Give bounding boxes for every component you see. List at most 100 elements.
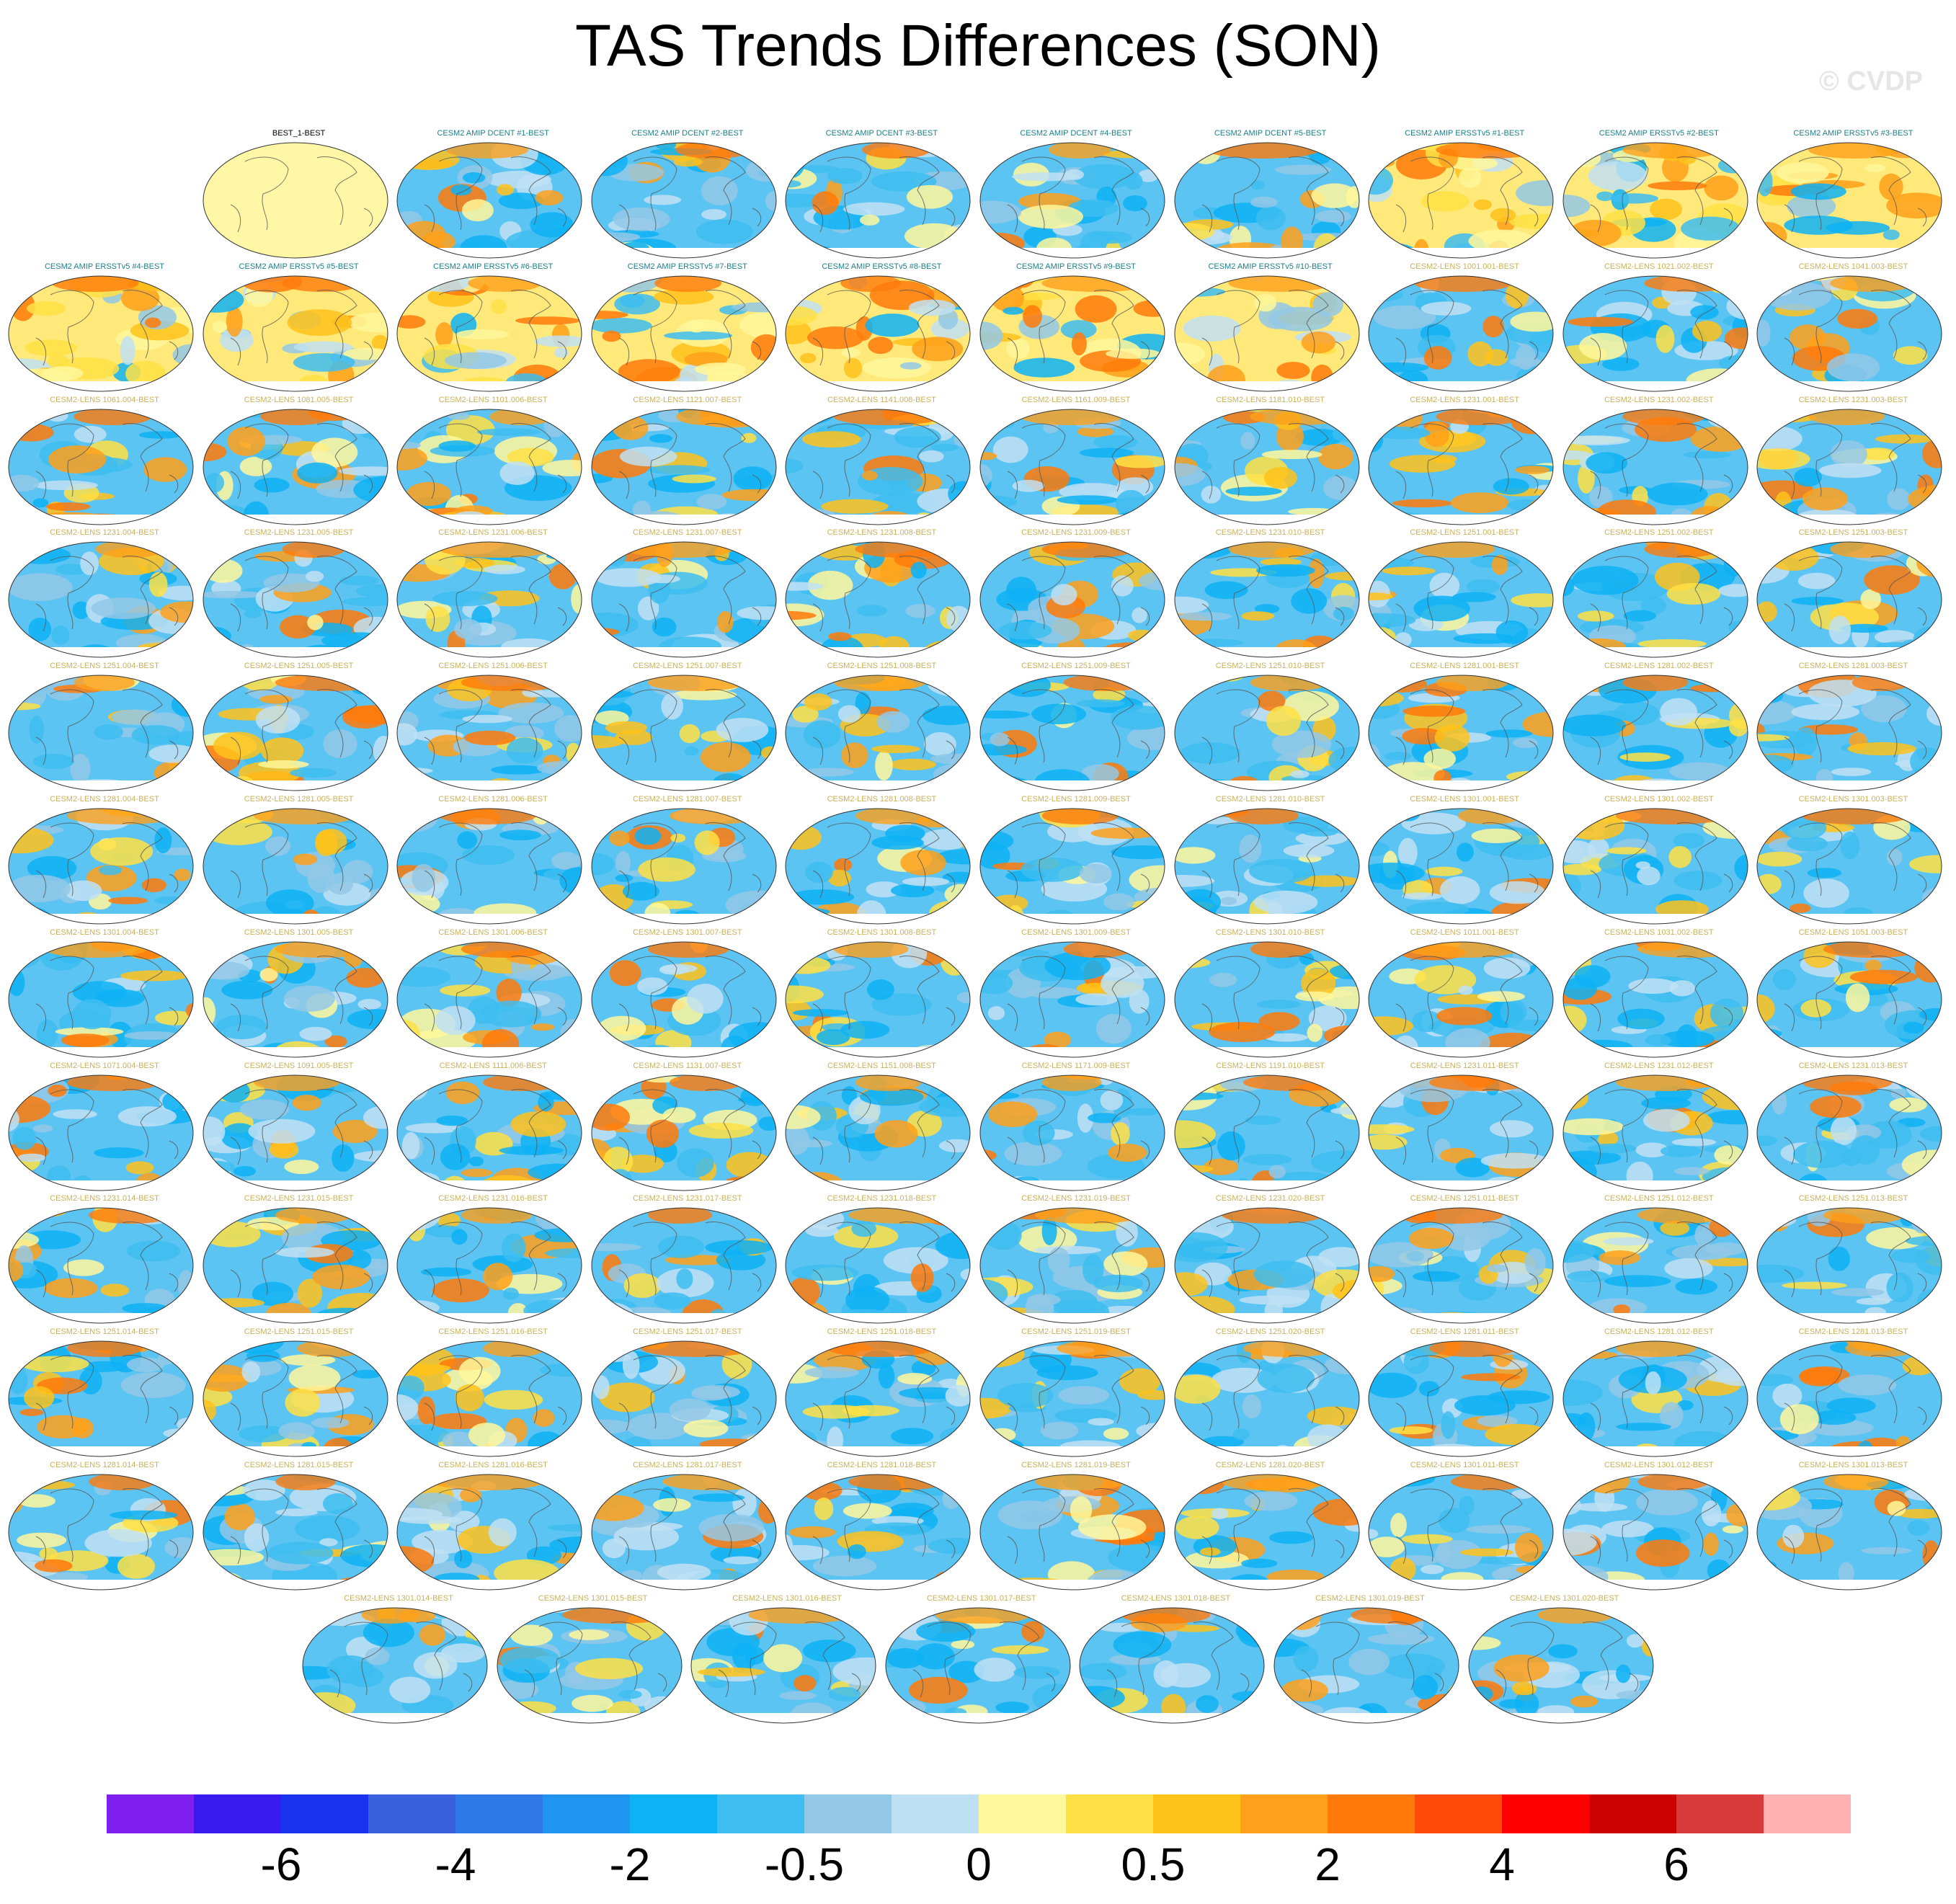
map-panel-title: CESM2-LENS 1281.012-BEST [1604, 1327, 1714, 1337]
map-panel-title: CESM2-LENS 1251.005-BEST [244, 662, 354, 671]
map-panel: BEST_1-BEST [202, 128, 396, 259]
map-panel: CESM2-LENS 1251.007-BEST [590, 661, 785, 792]
trend-difference-map [979, 808, 1165, 925]
map-panel: CESM2-LENS 1301.011-BEST [1367, 1460, 1562, 1591]
map-panel: CESM2-LENS 1301.002-BEST [1562, 794, 1756, 925]
map-panel: CESM2-LENS 1141.008-BEST [784, 395, 979, 526]
trend-difference-map [591, 1340, 777, 1457]
map-panel-title: CESM2-LENS 1281.010-BEST [1215, 795, 1325, 804]
map-panel: CESM2-LENS 1281.011-BEST [1367, 1327, 1562, 1458]
map-panel: CESM2-LENS 1301.004-BEST [7, 927, 202, 1059]
map-panel: CESM2-LENS 1301.014-BEST [301, 1593, 496, 1725]
trend-difference-map [979, 1340, 1165, 1457]
trend-difference-map [785, 1207, 971, 1324]
map-panel: CESM2-LENS 1251.010-BEST [1173, 661, 1368, 792]
map-panel-title: CESM2-LENS 1031.002-BEST [1604, 927, 1714, 937]
map-panel: CESM2-LENS 1171.009-BEST [979, 1061, 1173, 1192]
map-panel: CESM2-LENS 1251.017-BEST [590, 1327, 785, 1458]
map-panel-title: CESM2-LENS 1251.019-BEST [1021, 1327, 1131, 1337]
map-panel: CESM2-LENS 1251.018-BEST [784, 1327, 979, 1458]
trend-difference-map [785, 142, 971, 259]
map-panel-title: CESM2-LENS 1231.018-BEST [827, 1194, 937, 1204]
map-panel-title: CESM2-LENS 1251.018-BEST [827, 1327, 937, 1337]
map-panel-title: CESM2-LENS 1301.010-BEST [1215, 927, 1325, 937]
figure-title: TAS Trends Differences (SON) [575, 13, 1381, 79]
map-panel-title: CESM2-LENS 1231.017-BEST [632, 1194, 742, 1204]
colorbar-tick-label: 6 [1663, 1838, 1689, 1890]
trend-difference-map [1368, 142, 1554, 259]
colorbar-tick-label: 4 [1489, 1838, 1515, 1890]
trend-difference-map [396, 1075, 582, 1191]
trend-difference-map [1756, 1340, 1942, 1457]
colorbar-box [1328, 1794, 1415, 1833]
trend-difference-map [396, 1207, 582, 1324]
colorbar-tick-label: -0.5 [764, 1838, 845, 1890]
map-panel: CESM2-LENS 1281.010-BEST [1173, 794, 1368, 925]
trend-difference-map [8, 541, 194, 658]
trend-difference-map [1174, 808, 1360, 925]
trend-difference-map [1273, 1607, 1459, 1724]
trend-difference-map [591, 1207, 777, 1324]
map-panel: CESM2-LENS 1281.020-BEST [1173, 1460, 1368, 1591]
cvdp-watermark: © CVDP [1818, 66, 1923, 97]
colorbar-box [892, 1794, 979, 1833]
map-panel: CESM2-LENS 1281.009-BEST [979, 794, 1173, 925]
map-panel-title: CESM2-LENS 1231.013-BEST [1798, 1061, 1908, 1070]
map-panel-title: CESM2-LENS 1301.013-BEST [1798, 1461, 1908, 1469]
trend-difference-map [1174, 409, 1360, 525]
map-panel-title: CESM2-LENS 1191.010-BEST [1216, 1061, 1325, 1070]
map-panel-title: CESM2-LENS 1231.002-BEST [1604, 395, 1714, 404]
map-panel: CESM2 AMIP DCENT #2-BEST [590, 128, 785, 259]
map-panel-title: CESM2-LENS 1281.002-BEST [1604, 662, 1714, 671]
map-panel: CESM2 AMIP ERSSTv5 #6-BEST [396, 262, 590, 393]
map-panel-title: CESM2 AMIP DCENT #3-BEST [825, 129, 938, 138]
trend-difference-map [979, 142, 1165, 259]
map-panel-title: CESM2-LENS 1231.001-BEST [1410, 395, 1519, 404]
map-panel-title: CESM2-LENS 1231.010-BEST [1215, 528, 1325, 538]
trend-difference-map [203, 409, 388, 525]
map-panel: CESM2-LENS 1231.015-BEST [202, 1193, 396, 1325]
map-panel-title: CESM2-LENS 1281.006-BEST [438, 795, 548, 804]
trend-difference-map [979, 675, 1165, 791]
map-panel: CESM2-LENS 1161.009-BEST [979, 395, 1173, 526]
colorbar-box [804, 1794, 892, 1833]
map-panel-title: CESM2 AMIP ERSSTv5 #1-BEST [1405, 129, 1525, 138]
map-panel-title: CESM2-LENS 1181.010-BEST [1216, 395, 1325, 404]
map-panel-title: CESM2-LENS 1081.005-BEST [244, 395, 354, 404]
trend-difference-map [591, 1474, 777, 1591]
trend-difference-map [8, 1340, 194, 1457]
trend-difference-map [979, 1474, 1165, 1591]
map-panel-title: CESM2-LENS 1231.012-BEST [1604, 1061, 1714, 1070]
map-panel: CESM2-LENS 1301.017-BEST [884, 1593, 1079, 1725]
map-panel: CESM2-LENS 1121.007-BEST [590, 395, 785, 526]
map-panel: CESM2-LENS 1281.004-BEST [7, 794, 202, 925]
map-panel: CESM2-LENS 1281.016-BEST [396, 1460, 590, 1591]
map-panel: CESM2-LENS 1111.006-BEST [396, 1061, 590, 1192]
map-panel-title: CESM2-LENS 1071.004-BEST [50, 1061, 159, 1070]
map-panel: CESM2-LENS 1251.006-BEST [396, 661, 590, 792]
map-panel-title: CESM2-LENS 1061.004-BEST [50, 395, 159, 404]
trend-difference-map [203, 275, 388, 392]
map-panel-title: CESM2 AMIP ERSSTv5 #3-BEST [1793, 129, 1913, 138]
map-panel-title: CESM2-LENS 1281.003-BEST [1798, 662, 1908, 671]
colorbar-box [979, 1794, 1066, 1833]
trend-difference-map [8, 808, 194, 925]
map-panel: CESM2 AMIP ERSSTv5 #10-BEST [1173, 262, 1368, 393]
map-panel: CESM2-LENS 1281.015-BEST [202, 1460, 396, 1591]
map-panel-title: CESM2-LENS 1251.001-BEST [1410, 528, 1519, 538]
map-panel: CESM2-LENS 1281.018-BEST [784, 1460, 979, 1591]
trend-difference-map [785, 675, 971, 791]
trend-difference-map [1562, 808, 1748, 925]
map-panel: CESM2 AMIP ERSSTv5 #3-BEST [1756, 128, 1950, 259]
trend-difference-map [203, 142, 388, 259]
map-panel-title: CESM2 AMIP ERSSTv5 #7-BEST [627, 262, 747, 271]
map-panel-title: CESM2 AMIP ERSSTv5 #2-BEST [1599, 129, 1719, 138]
map-panel: CESM2 AMIP DCENT #5-BEST [1173, 128, 1368, 259]
map-panel: CESM2-LENS 1011.001-BEST [1367, 927, 1562, 1059]
map-panel-title: CESM2-LENS 1301.019-BEST [1315, 1593, 1425, 1603]
trend-difference-map [203, 1340, 388, 1457]
map-panel: CESM2-LENS 1301.016-BEST [690, 1593, 884, 1725]
trend-difference-map [1756, 941, 1942, 1058]
map-panel-title: CESM2-LENS 1101.006-BEST [438, 395, 548, 404]
map-panel-title: CESM2-LENS 1301.009-BEST [1021, 927, 1131, 937]
